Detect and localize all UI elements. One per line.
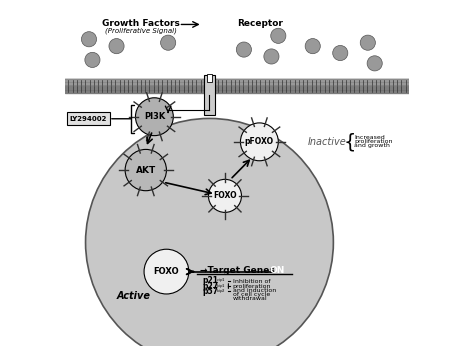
Text: →Target Genes: →Target Genes	[200, 266, 278, 275]
Text: FOXO: FOXO	[154, 267, 179, 276]
Circle shape	[82, 32, 97, 47]
Text: $^{kip1}$: $^{kip1}$	[216, 282, 226, 290]
Text: pFOXO: pFOXO	[245, 137, 274, 146]
Text: (Proliferative Signal): (Proliferative Signal)	[105, 27, 176, 34]
Text: Increased: Increased	[354, 135, 385, 140]
Circle shape	[136, 98, 173, 136]
Bar	[65, 79, 409, 86]
Circle shape	[209, 179, 241, 212]
Text: Growth Factors: Growth Factors	[102, 19, 180, 28]
Bar	[65, 86, 409, 93]
Bar	[204, 75, 215, 115]
Circle shape	[333, 45, 348, 61]
Text: PI3K: PI3K	[144, 112, 165, 121]
Circle shape	[271, 28, 286, 43]
Text: proliferation: proliferation	[233, 284, 272, 289]
Text: and growth: and growth	[354, 143, 390, 149]
Circle shape	[305, 39, 320, 54]
Text: p27: p27	[202, 281, 219, 290]
Text: $^{kip2}$: $^{kip2}$	[216, 288, 226, 295]
Text: proliferation: proliferation	[354, 139, 392, 144]
Circle shape	[237, 42, 252, 57]
Text: withdrawal: withdrawal	[233, 296, 267, 301]
Bar	[207, 74, 212, 82]
Text: ON: ON	[270, 266, 285, 275]
FancyBboxPatch shape	[67, 112, 109, 125]
Circle shape	[240, 123, 278, 161]
Circle shape	[85, 118, 333, 347]
Text: Inhibition of: Inhibition of	[233, 279, 270, 285]
Text: Active: Active	[117, 291, 151, 301]
Circle shape	[360, 35, 375, 50]
Circle shape	[125, 150, 166, 191]
Text: p21: p21	[202, 277, 219, 285]
Circle shape	[144, 249, 189, 294]
Text: FOXO: FOXO	[213, 192, 237, 200]
Text: LY294002: LY294002	[69, 116, 107, 122]
Text: p57: p57	[202, 287, 219, 296]
Text: Inactive: Inactive	[308, 137, 346, 147]
Circle shape	[109, 39, 124, 54]
Circle shape	[264, 49, 279, 64]
Circle shape	[85, 52, 100, 67]
Circle shape	[161, 35, 176, 50]
Text: $^{cip1}$: $^{cip1}$	[216, 277, 226, 285]
Text: Receptor: Receptor	[237, 19, 283, 28]
Circle shape	[367, 56, 382, 71]
Text: AKT: AKT	[136, 166, 156, 175]
Text: {: {	[344, 132, 356, 151]
Text: of cell cycle: of cell cycle	[233, 292, 270, 297]
Text: and induction: and induction	[233, 288, 276, 293]
